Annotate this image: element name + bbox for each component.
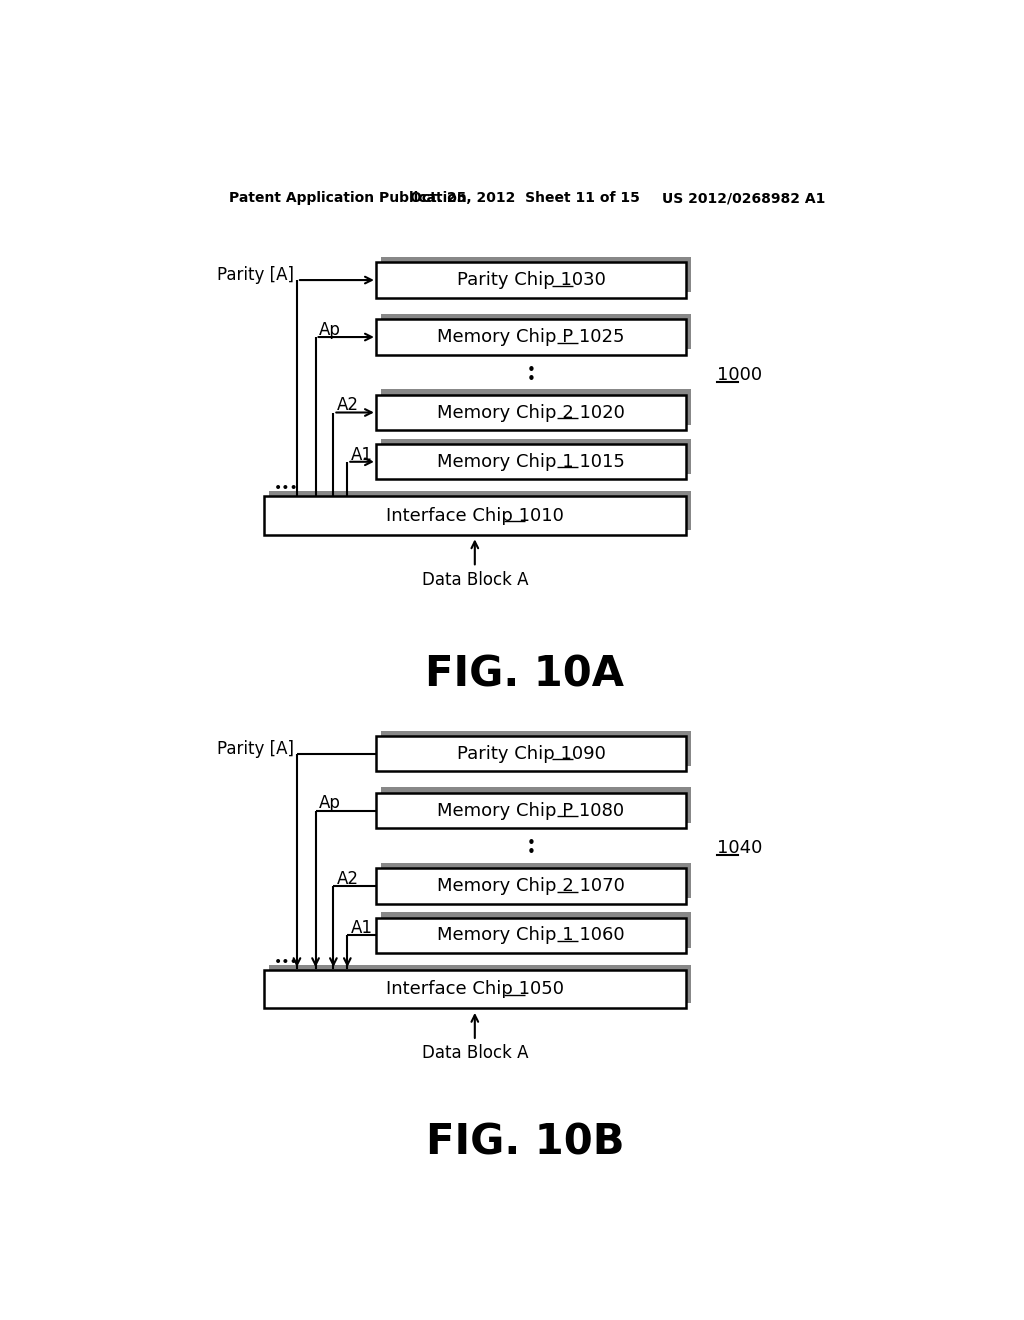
Bar: [381, 912, 691, 948]
Bar: [381, 730, 691, 766]
Text: A2: A2: [337, 870, 358, 888]
Text: A1: A1: [350, 446, 373, 463]
Bar: [376, 395, 686, 430]
Bar: [381, 788, 691, 822]
Text: Parity [A]: Parity [A]: [217, 739, 294, 758]
Bar: [376, 319, 686, 355]
Text: Ap: Ap: [318, 795, 341, 812]
Text: Memory Chip 1 1060: Memory Chip 1 1060: [437, 927, 625, 944]
Text: Parity Chip 1030: Parity Chip 1030: [457, 271, 605, 289]
Text: Patent Application Publication: Patent Application Publication: [228, 191, 467, 206]
Text: •: •: [526, 845, 536, 861]
Text: •: •: [526, 363, 536, 378]
Text: Memory Chip P 1025: Memory Chip P 1025: [437, 329, 625, 346]
Bar: [376, 793, 686, 829]
Text: •: •: [526, 836, 536, 851]
Text: Data Block A: Data Block A: [422, 1044, 528, 1063]
Bar: [381, 389, 691, 425]
Text: •••: •••: [273, 480, 298, 495]
Bar: [381, 314, 691, 350]
Text: A2: A2: [337, 396, 358, 414]
Text: Ap: Ap: [318, 321, 341, 339]
Text: US 2012/0268982 A1: US 2012/0268982 A1: [663, 191, 825, 206]
Bar: [376, 263, 686, 298]
Text: Memory Chip 1 1015: Memory Chip 1 1015: [437, 453, 625, 471]
Text: FIG. 10A: FIG. 10A: [425, 653, 625, 696]
Bar: [376, 444, 686, 479]
Text: Interface Chip 1050: Interface Chip 1050: [386, 981, 564, 998]
Text: 1040: 1040: [717, 840, 763, 857]
Text: 1000: 1000: [717, 366, 762, 384]
Bar: [263, 496, 686, 535]
Bar: [376, 737, 686, 771]
Text: FIG. 10B: FIG. 10B: [426, 1122, 624, 1163]
Text: Memory Chip 2 1070: Memory Chip 2 1070: [437, 876, 625, 895]
Bar: [376, 917, 686, 953]
Text: Parity [A]: Parity [A]: [217, 267, 294, 284]
Text: •••: •••: [273, 954, 298, 969]
Text: A1: A1: [350, 919, 373, 937]
Bar: [381, 863, 691, 899]
Bar: [263, 970, 686, 1008]
Text: Data Block A: Data Block A: [422, 570, 528, 589]
Text: Memory Chip P 1080: Memory Chip P 1080: [437, 801, 625, 820]
Text: Parity Chip 1090: Parity Chip 1090: [457, 744, 605, 763]
Bar: [381, 438, 691, 474]
Bar: [376, 869, 686, 904]
Text: Oct. 25, 2012  Sheet 11 of 15: Oct. 25, 2012 Sheet 11 of 15: [410, 191, 640, 206]
Bar: [269, 965, 691, 1003]
Bar: [269, 491, 691, 529]
Text: Interface Chip 1010: Interface Chip 1010: [386, 507, 564, 524]
Bar: [381, 257, 691, 293]
Text: Memory Chip 2 1020: Memory Chip 2 1020: [437, 404, 625, 421]
Text: •: •: [526, 372, 536, 387]
